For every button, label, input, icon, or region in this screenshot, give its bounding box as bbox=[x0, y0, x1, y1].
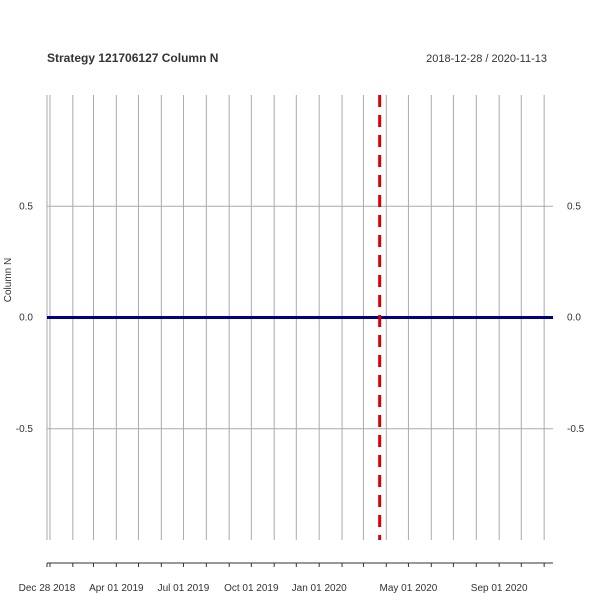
chart-title: Strategy 121706127 Column N bbox=[47, 51, 218, 65]
x-tick-label: May 01 2020 bbox=[380, 583, 438, 594]
y-tick-label-left: -0.5 bbox=[16, 424, 34, 435]
y-tick-label-right: -0.5 bbox=[567, 424, 585, 435]
x-tick-label: Sep 01 2020 bbox=[471, 583, 528, 594]
axes: -0.5 -0.5 0.0 0.0 0.5 0.5 Dec 28 2018 Apr 01 20… bbox=[16, 201, 585, 594]
marks bbox=[47, 95, 553, 540]
y-tick-label-right: 0.0 bbox=[567, 313, 581, 324]
y-axis-label: Column N bbox=[3, 258, 14, 302]
x-tick-label: Dec 28 2018 bbox=[19, 583, 76, 594]
x-tick-label: Oct 01 2019 bbox=[224, 583, 279, 594]
y-tick-label-left: 0.0 bbox=[19, 313, 33, 324]
y-tick-label-left: 0.5 bbox=[19, 201, 33, 212]
date-range: 2018-12-28 / 2020-11-13 bbox=[426, 53, 547, 65]
x-tick-label: Jan 01 2020 bbox=[292, 583, 347, 594]
x-tick-label: Jul 01 2019 bbox=[158, 583, 210, 594]
y-tick-label-right: 0.5 bbox=[567, 201, 581, 212]
x-tick-label: Apr 01 2019 bbox=[89, 583, 144, 594]
